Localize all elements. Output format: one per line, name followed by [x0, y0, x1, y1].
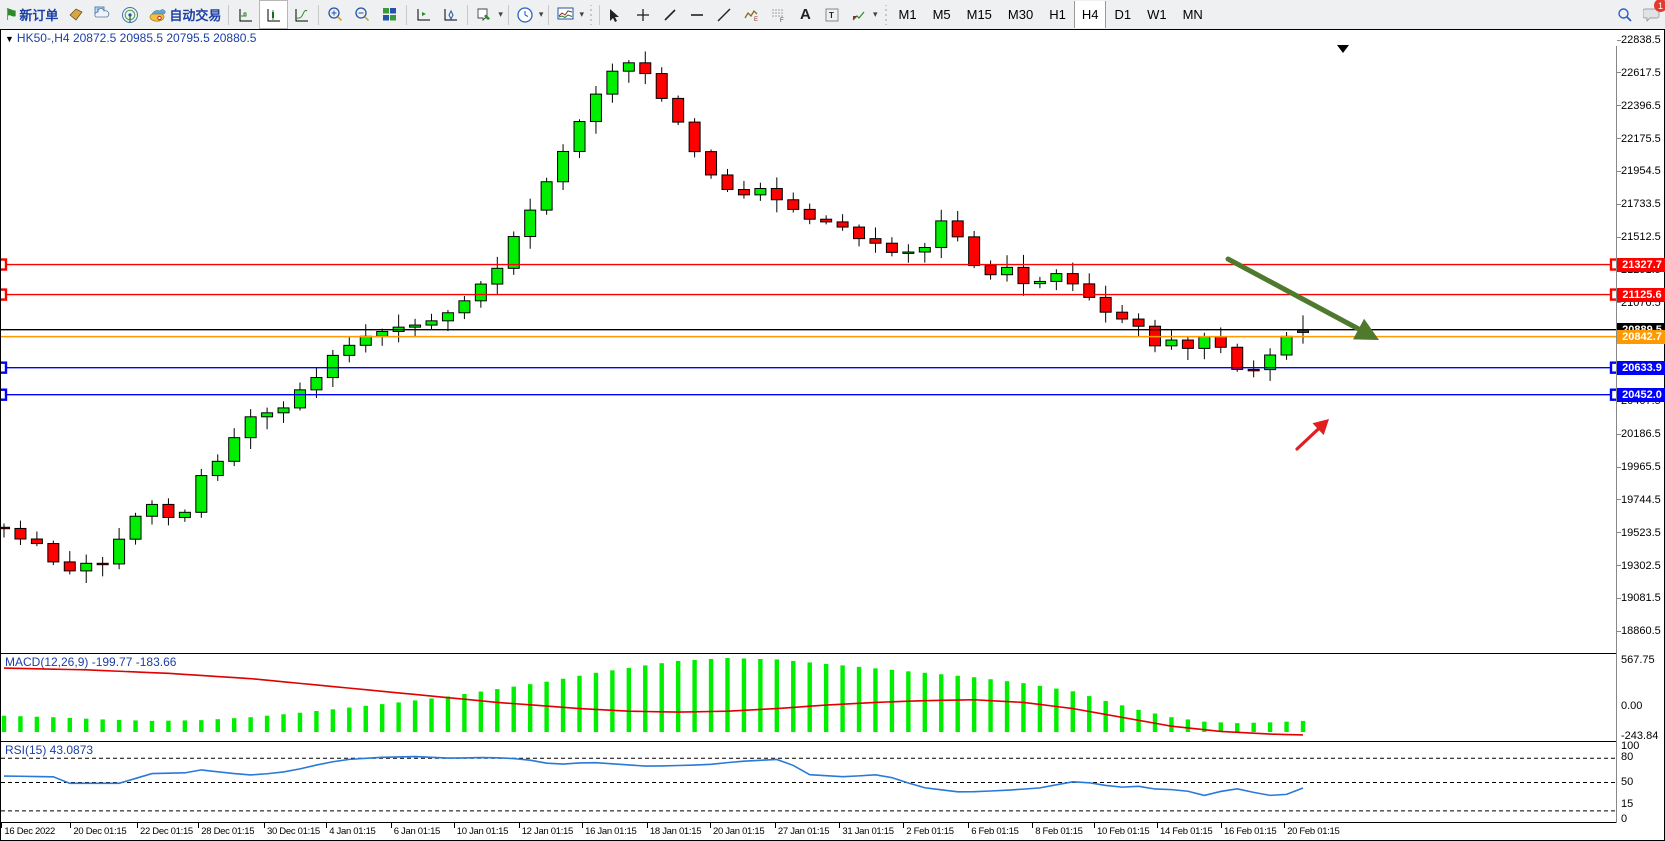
svg-text:T: T	[829, 11, 834, 20]
svg-text:F: F	[780, 18, 784, 23]
svg-text:E: E	[754, 17, 758, 23]
svg-text:MACD(12,26,9) -199.77 -183.66: MACD(12,26,9) -199.77 -183.66	[5, 655, 177, 669]
svg-text:RSI(15) 43.0873: RSI(15) 43.0873	[5, 743, 93, 757]
